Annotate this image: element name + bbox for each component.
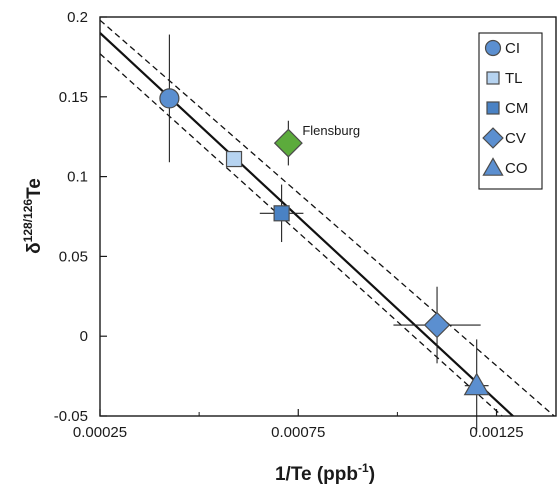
point-tl bbox=[225, 150, 243, 168]
y-tick-label: -0.05 bbox=[54, 408, 88, 425]
legend-marker-tl bbox=[486, 71, 500, 85]
y-tick-label: 0.2 bbox=[67, 9, 88, 26]
point-ci bbox=[159, 88, 180, 109]
y-tick-label: 0.15 bbox=[59, 89, 88, 106]
legend-marker-co bbox=[482, 157, 504, 176]
point-co bbox=[463, 372, 490, 396]
legend-marker-ci bbox=[484, 39, 502, 57]
legend-label-co: CO bbox=[505, 160, 528, 177]
legend: CI TL CM CV CO bbox=[478, 32, 543, 190]
flensburg-label: Flensburg bbox=[302, 123, 360, 138]
regression-line bbox=[100, 32, 515, 416]
legend-label-cv: CV bbox=[505, 130, 526, 147]
x-tick-label: 0.00125 bbox=[469, 424, 523, 441]
confidence-band-upper bbox=[100, 19, 556, 416]
confidence-band-lower bbox=[100, 53, 504, 416]
point-flensburg bbox=[273, 128, 303, 158]
y-tick-label: 0 bbox=[80, 328, 88, 345]
x-tick-label: 0.00075 bbox=[271, 424, 325, 441]
y-tick-label: 0.1 bbox=[67, 169, 88, 186]
point-cv bbox=[423, 311, 451, 339]
plot-frame bbox=[99, 16, 557, 417]
legend-marker-cm bbox=[486, 101, 500, 115]
x-tick-label: 0.00025 bbox=[73, 424, 127, 441]
legend-marker-cv bbox=[482, 127, 504, 149]
y-axis-title: δ128/126Te bbox=[21, 178, 45, 254]
legend-label-ci: CI bbox=[505, 40, 520, 57]
point-cm bbox=[273, 205, 290, 222]
x-axis-title: 1/Te (ppb-1) bbox=[275, 461, 375, 485]
y-tick-label: 0.05 bbox=[59, 248, 88, 265]
legend-label-tl: TL bbox=[505, 70, 523, 87]
legend-label-cm: CM bbox=[505, 100, 528, 117]
